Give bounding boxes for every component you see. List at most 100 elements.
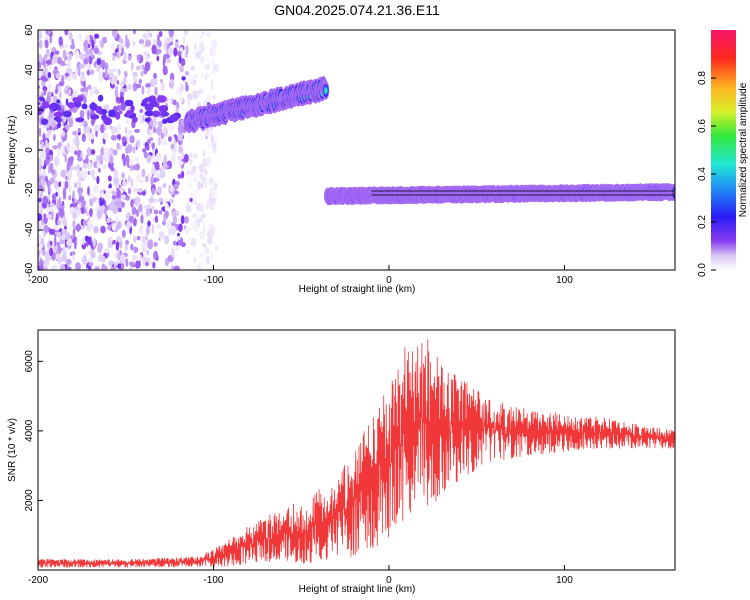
spectrogram-y-tick-label: 0: [24, 147, 35, 153]
spectrogram-cell: [43, 67, 49, 72]
spectrogram-cell: [153, 126, 157, 134]
spectrogram-cell: [39, 264, 44, 270]
spectrogram-cell: [108, 175, 112, 182]
spectrogram-cell: [61, 216, 67, 226]
spectrogram-cell: [204, 74, 208, 81]
spectrogram-cell: [58, 81, 65, 87]
spectrogram-cell: [143, 151, 148, 159]
snr-y-tick-label: 6000: [24, 350, 35, 373]
spectrogram-cell: [97, 244, 102, 254]
spectrogram-cell: [113, 169, 119, 179]
spectrogram-cell: [184, 81, 188, 86]
spectrogram-cell: [38, 166, 43, 171]
spectrogram-cell: [43, 259, 50, 268]
spectrogram-cell: [87, 170, 91, 175]
spectrogram-cell: [117, 198, 122, 204]
spectrogram-cell: [76, 223, 81, 232]
spectrogram-cell: [53, 111, 64, 118]
spectrogram-cell: [139, 253, 143, 262]
spectrogram-cell: [47, 30, 52, 35]
spectrogram-cell: [77, 66, 81, 77]
spectrogram-cell: [145, 234, 148, 242]
spectrogram-cell: [41, 237, 44, 245]
spectrogram-cell: [74, 150, 77, 155]
spectrogram-cell: [151, 44, 157, 55]
spectrogram-cell: [188, 152, 194, 159]
spectrogram-cell: [145, 83, 151, 88]
spectrogram-cell: [87, 186, 90, 196]
spectrogram-cell: [120, 88, 125, 93]
spectrogram-cell: [196, 262, 202, 270]
spectrogram-cell: [129, 158, 132, 167]
spectrogram-cell: [111, 222, 117, 232]
spectrogram-cell: [180, 83, 184, 92]
spectrogram-cell: [58, 208, 65, 218]
spectrogram-cell: [89, 208, 93, 218]
spectrogram-cell: [189, 220, 194, 228]
spectrogram-cell: [134, 247, 139, 253]
spectrogram-cell: [147, 138, 151, 145]
spectrogram-cell: [141, 99, 148, 105]
spectrogram-cell: [142, 148, 147, 153]
spectrogram-cell: [70, 144, 74, 155]
colorbar-tick-label: 0.2: [697, 215, 708, 229]
spectrogram-cell: [151, 142, 155, 150]
spectrogram-cell: [149, 125, 153, 130]
spectrogram-cell: [75, 117, 85, 123]
spectrogram-cell: [114, 89, 119, 98]
spectrogram-cell: [202, 217, 206, 227]
spectrogram-cell: [137, 188, 143, 193]
spectrogram-cell: [138, 38, 145, 45]
spectrogram-cell: [138, 260, 141, 269]
spectrogram-cell: [62, 246, 66, 251]
spectrogram-cell: [139, 119, 145, 124]
spectrogram-cell: [80, 151, 84, 158]
spectrogram-cell: [145, 39, 152, 47]
spectrogram-cell: [177, 155, 182, 161]
spectrogram-cell: [90, 132, 95, 140]
spectrogram-cell: [200, 61, 204, 67]
spectrogram-cell: [324, 88, 328, 94]
spectrogram-cell: [39, 150, 46, 160]
spectrogram-cell: [41, 157, 45, 167]
spectrogram-cell: [57, 247, 63, 252]
spectrogram-cell: [183, 153, 189, 163]
spectrogram-cell: [181, 76, 186, 81]
spectrogram-cell: [115, 183, 120, 189]
spectrogram-cell: [156, 34, 160, 43]
spectrogram-cell: [138, 203, 143, 213]
spectrogram-cell: [111, 68, 118, 73]
spectrogram-cell: [125, 258, 129, 267]
spectrogram-cell: [132, 40, 136, 46]
spectrogram-cell: [103, 117, 109, 123]
spectrogram-cell: [76, 96, 84, 102]
spectrogram-cell: [101, 146, 104, 157]
spectrogram-cell: [49, 162, 54, 173]
spectrogram-cell: [79, 109, 85, 119]
spectrogram-cell: [117, 123, 122, 132]
spectrogram-cell: [61, 130, 65, 137]
spectrogram-cell: [213, 94, 216, 100]
spectrogram-cell: [147, 154, 152, 163]
spectrogram-cell: [65, 98, 69, 106]
spectrogram-cell: [80, 75, 86, 82]
spectrogram-cell: [153, 72, 157, 80]
spectrogram-cell: [43, 34, 48, 41]
spectrogram-cell: [177, 136, 183, 141]
spectrogram-cell: [169, 114, 179, 122]
spectrogram-cell: [91, 39, 95, 49]
spectrogram-cell: [69, 118, 73, 128]
spectrogram-cell: [117, 263, 122, 269]
snr-y-tick-label: 4000: [24, 419, 35, 442]
spectrogram-cell: [48, 64, 52, 71]
spectrogram-cell: [93, 47, 100, 54]
spectrogram-cell: [61, 228, 67, 236]
spectrogram-cell: [54, 236, 57, 247]
spectrogram-cell: [91, 213, 95, 222]
spectrogram-cell: [173, 47, 178, 57]
spectrogram-cell: [56, 99, 61, 104]
spectrogram-cell: [151, 223, 155, 234]
spectrogram-cell: [67, 177, 71, 186]
spectrogram-cell: [191, 213, 198, 219]
spectrogram-cell: [62, 49, 67, 60]
